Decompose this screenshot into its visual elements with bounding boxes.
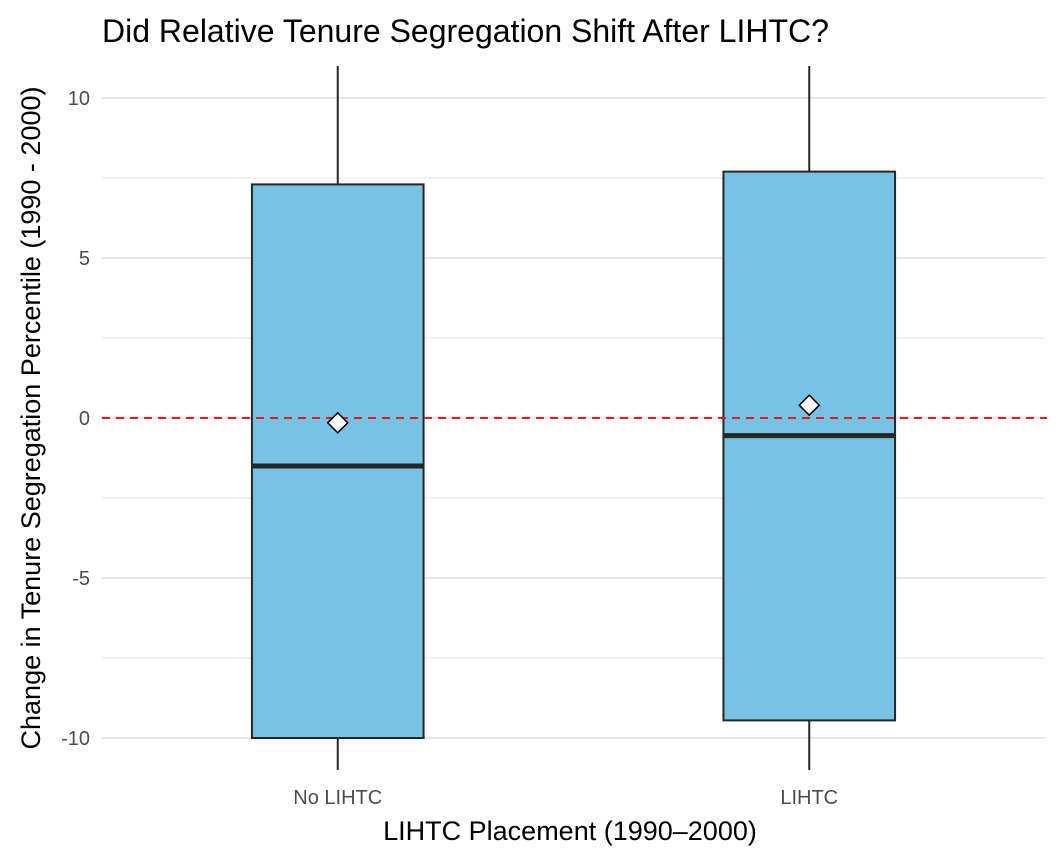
y-axis-title: Change in Tenure Segregation Percentile … <box>16 87 46 750</box>
box-iqr <box>722 170 897 722</box>
chart-title: Did Relative Tenure Segregation Shift Af… <box>102 13 829 49</box>
mean-marker <box>326 411 349 434</box>
x-tick-label: LIHTC <box>780 787 838 809</box>
box-iqr <box>250 183 425 739</box>
boxes-group <box>250 66 897 770</box>
y-tick-label: 0 <box>79 408 90 430</box>
x-tick-label: No LIHTC <box>293 787 382 809</box>
y-axis-ticks: -10 -5 0 5 10 <box>61 88 90 750</box>
y-tick-label: -5 <box>72 568 90 590</box>
mean-marker <box>798 394 821 417</box>
y-tick-label: -10 <box>61 728 90 750</box>
y-tick-label: 10 <box>68 88 90 110</box>
mean-markers <box>326 394 821 434</box>
y-tick-label: 5 <box>79 248 90 270</box>
x-axis-title: LIHTC Placement (1990–2000) <box>383 816 757 846</box>
x-axis-ticks: No LIHTC LIHTC <box>293 787 838 809</box>
